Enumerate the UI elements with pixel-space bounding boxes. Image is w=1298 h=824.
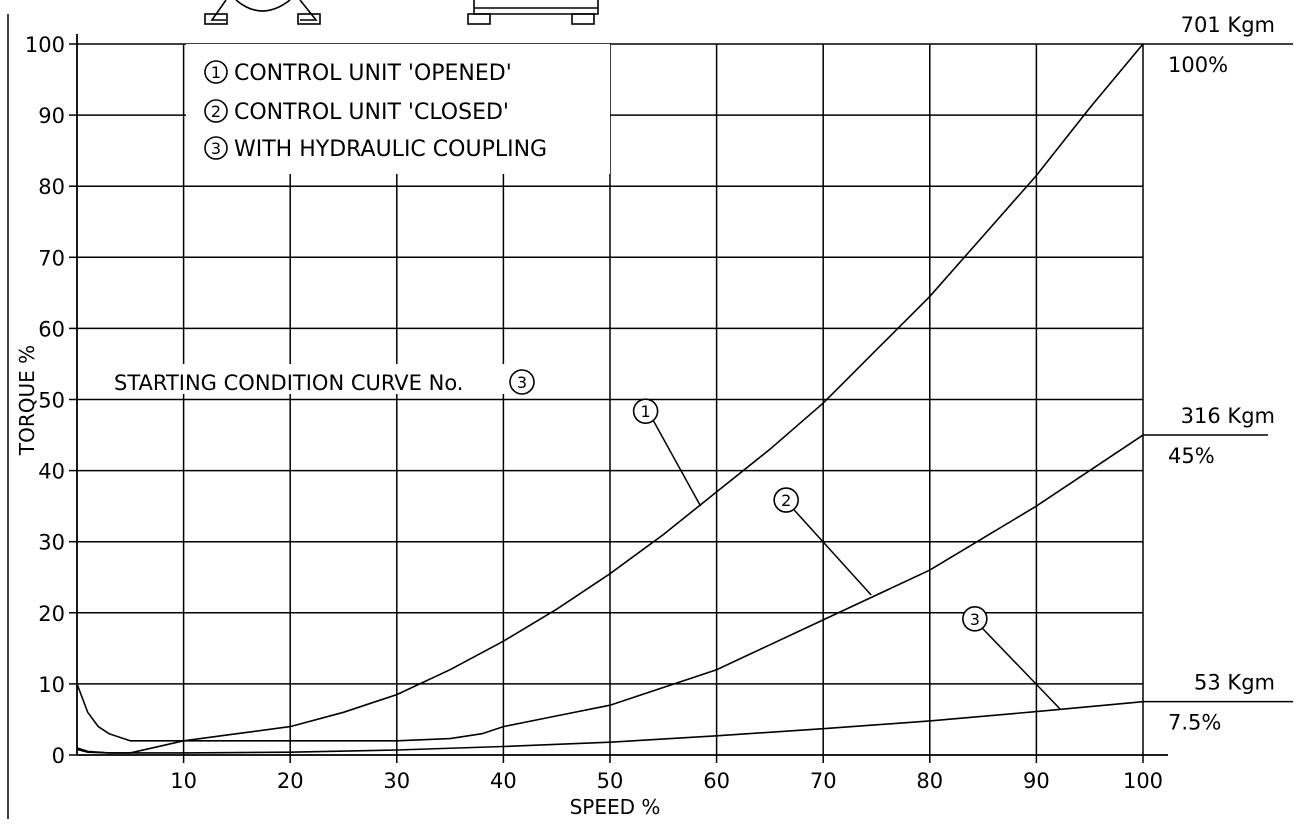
- y-tick-label-20: 20: [38, 602, 65, 626]
- y-tick-label-60: 60: [38, 317, 65, 341]
- x-tick-label-10: 10: [170, 769, 197, 793]
- legend-label-1: CONTROL UNIT 'OPENED': [234, 61, 512, 86]
- label-layer: 0 10 20 30 40 50 60 70 80 90 100 10 20 30 40 50 60 70 80 90…: [25, 13, 1275, 793]
- legend-marker-3-num: 3: [211, 139, 221, 158]
- end-pct-label-2: 45%: [1168, 444, 1215, 468]
- note-text: STARTING CONDITION CURVE No.: [114, 371, 463, 395]
- y-tick-label-100: 100: [25, 33, 65, 57]
- motor-sketch-icon: [204, 0, 599, 25]
- curve-1: [76, 43, 1144, 742]
- y-tick-label-80: 80: [38, 175, 65, 199]
- x-tick-label-50: 50: [597, 769, 624, 793]
- x-axis-title: SPEED %: [570, 795, 661, 819]
- x-tick-label-80: 80: [916, 769, 943, 793]
- curve-2: [76, 434, 1144, 754]
- y-tick-label-0: 0: [52, 744, 65, 768]
- y-tick-label-40: 40: [38, 460, 65, 484]
- legend-item-1: 1 CONTROL UNIT 'OPENED': [204, 60, 512, 86]
- y-tick-label-70: 70: [38, 246, 65, 270]
- note-marker: [509, 369, 535, 395]
- legend-marker-1-num: 1: [211, 63, 221, 82]
- note-background: [110, 364, 550, 394]
- legend-label-2: CONTROL UNIT 'CLOSED': [234, 100, 509, 125]
- callout-num-1: 1: [641, 402, 651, 421]
- x-tick-label-60: 60: [703, 769, 730, 793]
- end-pct-label-3: 7.5%: [1168, 711, 1221, 735]
- callout-leader-2: [793, 509, 872, 596]
- callout-marker-3: [962, 605, 988, 632]
- y-tick-label-30: 30: [38, 531, 65, 555]
- legend: 1 CONTROL UNIT 'OPENED' 2 CONTROL UNIT '…: [186, 44, 610, 174]
- note-marker-num: 3: [517, 373, 527, 392]
- legend-item-3: 3 WITH HYDRAULIC COUPLING: [204, 136, 547, 162]
- curve-layer: [76, 43, 1144, 754]
- callout-num-2: 2: [781, 491, 791, 510]
- x-tick-label-100: 100: [1123, 769, 1163, 793]
- x-tick-label-90: 90: [1023, 769, 1050, 793]
- legend-marker-2-num: 2: [211, 102, 221, 121]
- end-kgm-label-3: 53 Kgm: [1194, 671, 1275, 695]
- y-tick-label-90: 90: [38, 104, 65, 128]
- callout-leader-1: [652, 420, 702, 507]
- frame-layer: [7, 14, 1293, 819]
- end-kgm-label-2: 316 Kgm: [1181, 404, 1275, 428]
- callout-marker-2: [773, 487, 799, 513]
- y-axis-title: TORQUE %: [15, 345, 39, 456]
- x-tick-label-30: 30: [383, 769, 410, 793]
- curve-3: [76, 700, 1144, 754]
- callout-marker-1: [632, 398, 659, 424]
- y-tick-label-10: 10: [38, 673, 65, 697]
- legend-marker-3: [204, 136, 228, 160]
- legend-item-2: 2 CONTROL UNIT 'CLOSED': [204, 99, 509, 125]
- callout-leader-3: [982, 628, 1061, 710]
- x-tick-label-40: 40: [490, 769, 517, 793]
- legend-marker-2: [204, 99, 228, 123]
- starting-condition-note: STARTING CONDITION CURVE No. 3: [110, 364, 550, 395]
- y-tick-label-50: 50: [38, 389, 65, 413]
- end-pct-label-1: 100%: [1168, 53, 1228, 77]
- end-kgm-label-1: 701 Kgm: [1181, 13, 1275, 37]
- legend-background: [186, 44, 610, 174]
- x-tick-label-70: 70: [810, 769, 837, 793]
- legend-label-3: WITH HYDRAULIC COUPLING: [234, 137, 547, 162]
- callout-num-3: 3: [970, 610, 980, 629]
- x-tick-label-20: 20: [277, 769, 304, 793]
- legend-marker-1: [204, 60, 228, 84]
